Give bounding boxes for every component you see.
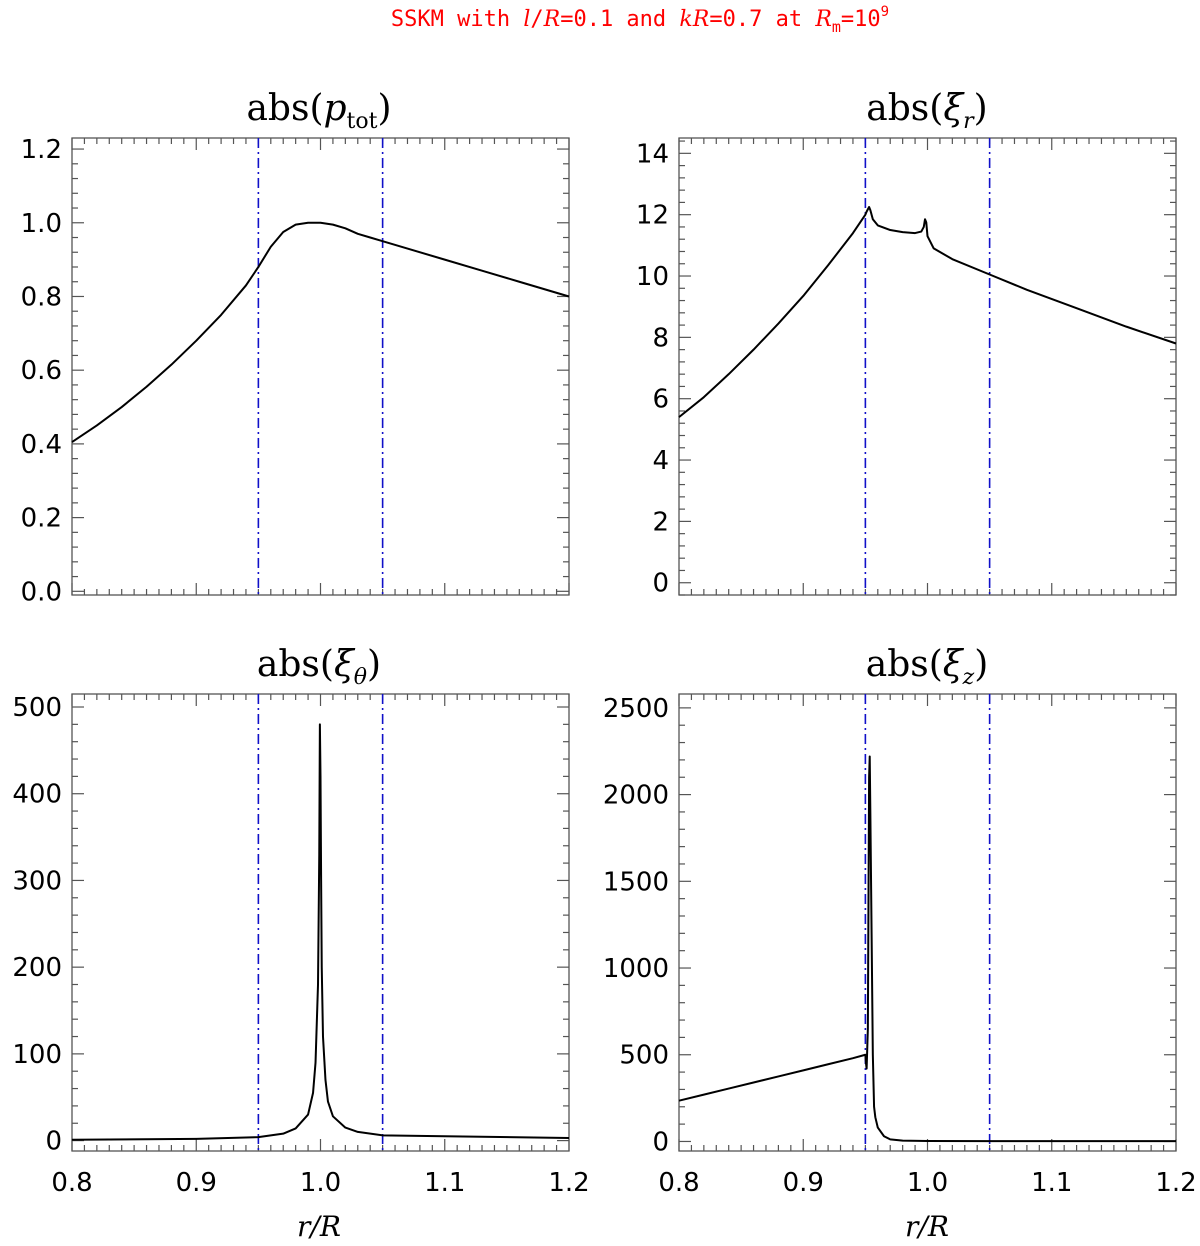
y-tick-label: 10 [636, 262, 669, 292]
x-axis-label-xi-theta: r/R [297, 1210, 341, 1243]
y-ticks-xi-theta: 0 100 200 300 400 500 [12, 693, 569, 1157]
y-tick-label: 0.6 [21, 356, 62, 386]
x-tick-label: 0.8 [658, 1168, 699, 1198]
x-tick-label: 1.0 [300, 1168, 341, 1198]
y-tick-label: 1.0 [21, 209, 62, 239]
x-ticks-xi-r [678, 138, 1177, 595]
y-tick-label: 1000 [603, 954, 669, 984]
y-tick-label: 0 [652, 1127, 669, 1157]
x-tick-label: 1.2 [1155, 1168, 1196, 1198]
x-tick-label: 1.1 [1031, 1168, 1072, 1198]
y-tick-label: 0 [652, 569, 669, 599]
y-tick-label: 2500 [603, 694, 669, 724]
x-tick-label: 0.8 [51, 1168, 92, 1198]
y-tick-label: 500 [12, 693, 62, 723]
y-tick-label: 2 [652, 507, 669, 537]
y-ticks-p-tot: 0.0 0.2 0.4 0.6 0.8 1.0 1.2 [21, 135, 569, 607]
y-tick-label: 0 [45, 1127, 62, 1157]
reference-lines-xi-z [864, 694, 991, 1151]
y-tick-label: 8 [652, 323, 669, 353]
curve-p-tot [71, 221, 570, 443]
y-tick-label: 14 [636, 139, 669, 169]
figure-title: SSKM with l/R=0.1 and kR=0.7 at Rm=109 [391, 4, 889, 36]
panel-xi-z: abs(ξz) 0 500 1000 1500 2000 2500 0.8 0.9 1.0 1.… [603, 644, 1197, 1243]
y-tick-label: 1.2 [21, 135, 62, 165]
y-tick-label: 2000 [603, 781, 669, 811]
panel-xi-r: abs(ξr) 0 2 4 6 8 10 12 14 [636, 88, 1177, 599]
reference-lines-p-tot [257, 138, 384, 595]
curve-xi-r [678, 206, 1177, 418]
y-tick-label: 200 [12, 953, 62, 983]
x-tick-label: 1.2 [548, 1168, 589, 1198]
y-ticks-xi-r: 0 2 4 6 8 10 12 14 [636, 139, 1176, 599]
panel-title-p-tot: abs(ptot) [246, 88, 391, 134]
y-tick-label: 0.4 [21, 430, 62, 460]
x-ticks-xi-z: 0.8 0.9 1.0 1.1 1.2 [658, 694, 1197, 1198]
panel-xi-theta: abs(ξθ) 0 100 200 300 400 500 0.8 0.9 1.0 1.1 1.2… [12, 644, 589, 1243]
y-tick-label: 0.2 [21, 504, 62, 534]
curve-xi-theta [71, 723, 570, 1141]
y-tick-label: 300 [12, 866, 62, 896]
panel-title-xi-theta: abs(ξθ) [257, 644, 381, 690]
y-tick-label: 500 [619, 1041, 669, 1071]
y-tick-label: 400 [12, 780, 62, 810]
y-ticks-xi-z: 0 500 1000 1500 2000 2500 [603, 694, 1176, 1157]
x-tick-label: 0.9 [176, 1168, 217, 1198]
y-tick-label: 100 [12, 1040, 62, 1070]
x-tick-label: 1.1 [424, 1168, 465, 1198]
y-tick-label: 4 [652, 446, 669, 476]
x-ticks-p-tot [71, 138, 570, 595]
reference-lines-xi-r [864, 138, 991, 595]
y-tick-label: 0.0 [21, 577, 62, 607]
panel-p-tot: abs(ptot) 0.0 0.2 0.4 0.6 0.8 1.0 1.2 [21, 88, 570, 607]
panel-title-xi-r: abs(ξr) [866, 88, 987, 134]
y-tick-label: 1500 [603, 867, 669, 897]
y-tick-label: 12 [636, 201, 669, 231]
x-axis-label-xi-z: r/R [905, 1210, 949, 1243]
x-ticks-xi-theta: 0.8 0.9 1.0 1.1 1.2 [51, 694, 590, 1198]
y-tick-label: 6 [652, 385, 669, 415]
panel-title-xi-z: abs(ξz) [866, 644, 989, 690]
x-tick-label: 0.9 [783, 1168, 824, 1198]
reference-lines-xi-theta [257, 694, 384, 1151]
curve-xi-z [678, 755, 1176, 1143]
x-tick-label: 1.0 [907, 1168, 948, 1198]
y-tick-label: 0.8 [21, 282, 62, 312]
